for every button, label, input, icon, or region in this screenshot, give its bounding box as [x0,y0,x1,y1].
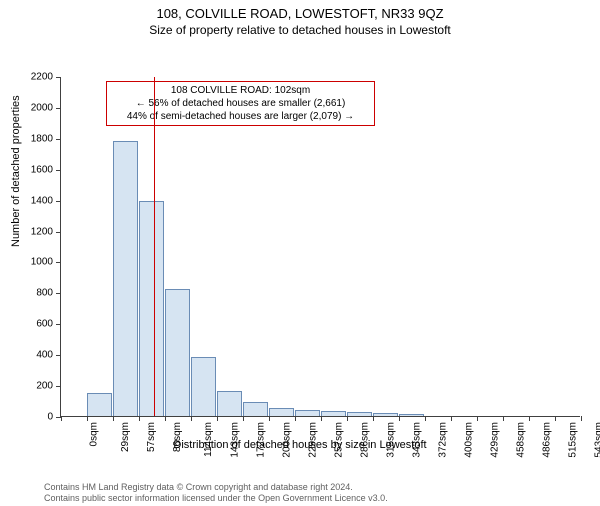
histogram-bar [191,357,216,416]
x-tick-mark [581,416,582,421]
y-tick-mark [56,262,61,263]
histogram-bar [399,414,424,416]
x-tick-mark [113,416,114,421]
x-tick-mark [139,416,140,421]
x-tick-mark [165,416,166,421]
y-tick-label: 200 [13,381,61,392]
x-tick-mark [529,416,530,421]
y-tick-mark [56,232,61,233]
y-tick-mark [56,108,61,109]
info-box: 108 COLVILLE ROAD: 102sqm ← 56% of detac… [106,81,375,126]
x-tick-mark [269,416,270,421]
x-tick-mark [243,416,244,421]
histogram-bar [139,201,164,416]
footer-line-2: Contains public sector information licen… [44,493,388,504]
y-tick-label: 600 [13,319,61,330]
x-axis-label: Distribution of detached houses by size … [0,439,600,451]
x-tick-mark [87,416,88,421]
y-tick-mark [56,355,61,356]
y-tick-label: 1000 [13,257,61,268]
y-tick-mark [56,170,61,171]
y-tick-label: 0 [13,412,61,423]
y-tick-label: 2000 [13,102,61,113]
x-tick-mark [217,416,218,421]
y-tick-label: 1800 [13,133,61,144]
y-tick-mark [56,139,61,140]
histogram-bar [269,408,294,417]
histogram-bar [113,141,138,416]
plot-area: 108 COLVILLE ROAD: 102sqm ← 56% of detac… [60,77,580,417]
y-tick-mark [56,201,61,202]
y-tick-mark [56,386,61,387]
info-line-3: 44% of semi-detached houses are larger (… [113,110,368,123]
y-tick-label: 400 [13,350,61,361]
x-tick-mark [425,416,426,421]
histogram-bar [347,412,372,416]
info-line-1: 108 COLVILLE ROAD: 102sqm [113,84,368,97]
x-tick-mark [373,416,374,421]
info-line-2: ← 56% of detached houses are smaller (2,… [113,97,368,110]
histogram-bar [87,393,112,416]
x-tick-mark [295,416,296,421]
y-tick-label: 1600 [13,164,61,175]
x-tick-mark [555,416,556,421]
histogram-bar [165,289,190,416]
page-subtitle: Size of property relative to detached ho… [0,23,600,37]
histogram-bar [373,413,398,416]
chart-container: Number of detached properties 108 COLVIL… [0,37,600,457]
x-tick-mark [503,416,504,421]
y-tick-mark [56,324,61,325]
y-tick-mark [56,77,61,78]
y-tick-label: 1400 [13,195,61,206]
page-title: 108, COLVILLE ROAD, LOWESTOFT, NR33 9QZ [0,6,600,21]
footer-attribution: Contains HM Land Registry data © Crown c… [44,482,388,504]
y-tick-label: 1200 [13,226,61,237]
footer-line-1: Contains HM Land Registry data © Crown c… [44,482,388,493]
y-tick-mark [56,293,61,294]
histogram-bar [217,391,242,416]
x-tick-mark [191,416,192,421]
x-tick-mark [347,416,348,421]
x-tick-mark [321,416,322,421]
x-tick-mark [477,416,478,421]
reference-line [154,77,155,416]
histogram-bar [295,410,320,416]
histogram-bar [243,402,268,416]
y-tick-label: 2200 [13,72,61,83]
x-tick-mark [61,416,62,421]
x-tick-mark [451,416,452,421]
x-tick-mark [399,416,400,421]
histogram-bar [321,411,346,416]
y-tick-label: 800 [13,288,61,299]
